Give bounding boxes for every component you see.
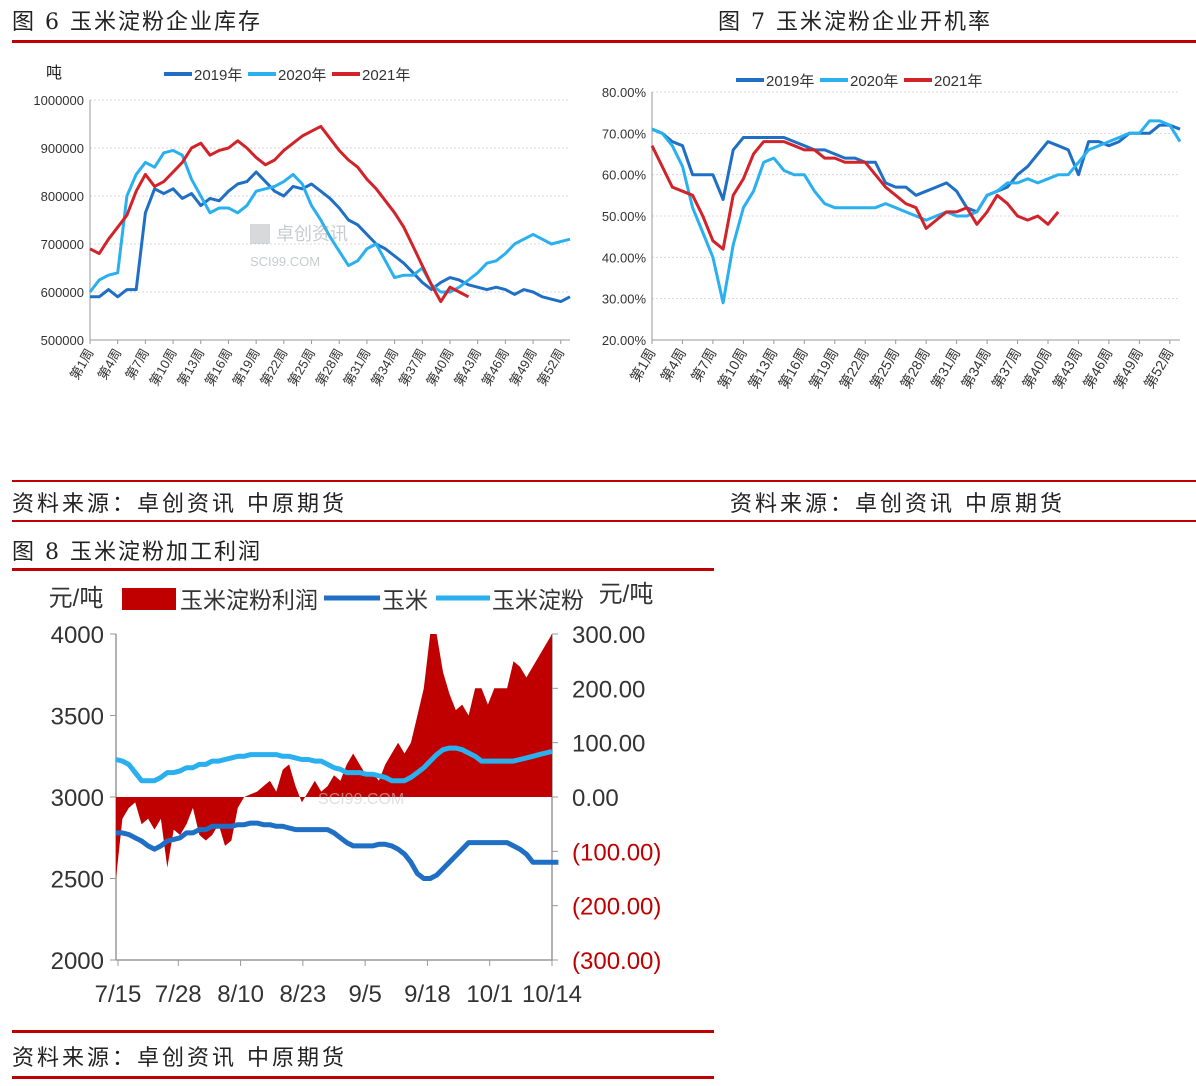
legend-label: 2020年 <box>850 73 898 90</box>
figure7-title: 图 7 玉米淀粉企业开机率 <box>718 10 992 35</box>
series-line-2019年 <box>651 123 1181 214</box>
figure8-title: 图 8 玉米淀粉加工利润 <box>12 540 262 565</box>
x-tick-label: 第4周 <box>95 346 125 382</box>
x-tick-label: 第7周 <box>122 346 152 382</box>
x-tick-label: 第46周 <box>1080 346 1116 392</box>
y-tick-label: 80.00% <box>602 85 647 100</box>
legend-label-corn: 玉米 <box>382 587 428 613</box>
y-tick-label-left: 3000 <box>51 785 104 812</box>
x-tick-label: 第34周 <box>958 346 994 392</box>
y-tick-label-left: 3500 <box>51 704 104 731</box>
processing-profit-chart: 4000 3500 3000 2500 2000 300.00 200.00 100.00 0.… <box>49 581 662 1008</box>
figure8-source: 资料来源：卓创资讯 中原期货 <box>12 1046 347 1071</box>
x-tick-label: 7/28 <box>155 981 202 1008</box>
x-tick-label: 第25周 <box>867 346 903 392</box>
top-divider <box>12 40 1196 43</box>
legend-label: 2020年 <box>278 67 326 84</box>
x-tick-label: 第43周 <box>1049 346 1085 392</box>
figure8-bottom-divider <box>12 1076 714 1079</box>
x-tick-label: 第49周 <box>1110 346 1146 392</box>
y-tick-label: 800000 <box>41 189 84 204</box>
x-tick-label: 第1周 <box>627 346 659 385</box>
x-tick-label: 第52周 <box>534 346 567 389</box>
source-bottom-divider <box>12 520 1196 522</box>
x-tick-label: 10/14 <box>522 981 582 1008</box>
figure6-title: 图 6 玉米淀粉企业库存 <box>12 10 262 35</box>
y-tick-label: 50.00% <box>602 209 647 224</box>
series-line-2020年 <box>88 148 571 294</box>
y-tick-label: 700000 <box>41 237 84 252</box>
y-tick-label: 70.00% <box>602 126 647 141</box>
series-line-2020年 <box>651 119 1182 305</box>
x-tick-label: 8/10 <box>217 981 264 1008</box>
y-tick-label-right: 0.00 <box>572 785 619 812</box>
figure7-source: 资料来源：卓创资讯 中原期货 <box>730 492 1065 517</box>
x-tick-label: 第28周 <box>897 346 933 392</box>
legend-label-profit: 玉米淀粉利润 <box>180 587 318 613</box>
y-tick-label-left: 2000 <box>51 948 104 975</box>
legend-label: 2021年 <box>362 67 410 84</box>
series-line-玉米淀粉 <box>115 745 553 784</box>
x-tick-label: 9/18 <box>404 981 451 1008</box>
y-tick-label-right: (100.00) <box>572 839 661 866</box>
legend-swatch-profit <box>122 588 176 610</box>
y-tick-label-right: (200.00) <box>572 894 661 921</box>
y-tick-label: 20.00% <box>602 333 647 348</box>
y-tick-label-right: 200.00 <box>572 676 645 703</box>
y-tick-label-left: 2500 <box>51 867 104 894</box>
series-line-2021年 <box>650 140 1060 251</box>
y-tick-label-right: 100.00 <box>572 731 645 758</box>
y-tick-label: 600000 <box>41 285 84 300</box>
x-tick-label: 第10周 <box>714 346 750 392</box>
inventory-chart: 1000000 900000 800000 700000 600000 500000第1周… <box>33 64 571 389</box>
y-tick-label-right: (300.00) <box>572 948 661 975</box>
watermark-brand: 卓创资讯 <box>276 224 348 244</box>
x-tick-label: 第16周 <box>775 346 811 392</box>
y-axis-label-right: 元/吨 <box>599 581 654 608</box>
y-axis-label-left: 元/吨 <box>49 585 104 612</box>
y-tick-label: 1000000 <box>33 93 84 108</box>
x-tick-label: 第37周 <box>988 346 1024 392</box>
x-tick-label: 9/5 <box>348 981 381 1008</box>
legend-label: 2021年 <box>934 73 982 90</box>
figure6-source: 资料来源：卓创资讯 中原期货 <box>12 492 347 517</box>
x-tick-label: 第13周 <box>745 346 781 392</box>
x-tick-label: 第31周 <box>928 346 964 392</box>
x-tick-label: 第40周 <box>1019 346 1055 392</box>
x-tick-label: 第19周 <box>806 346 842 392</box>
y-tick-label: 40.00% <box>602 250 647 265</box>
series-line-2019年 <box>90 170 571 304</box>
x-tick-label: 第22周 <box>836 346 872 392</box>
figure8-mid-divider <box>12 1030 714 1033</box>
x-tick-label: 8/23 <box>279 981 326 1008</box>
y-tick-label: 900000 <box>41 141 84 156</box>
source-top-divider <box>12 480 1196 482</box>
y-tick-label: 500000 <box>41 333 84 348</box>
series-line-2021年 <box>89 124 470 304</box>
legend-label: 2019年 <box>766 73 814 90</box>
x-tick-label: 第52周 <box>1141 346 1177 392</box>
x-tick-label: 第4周 <box>657 346 689 385</box>
y-tick-label-right: 300.00 <box>572 622 645 649</box>
y-tick-label: 60.00% <box>602 168 647 183</box>
operating-rate-chart: 80.00% 70.00% 60.00% 50.00% 40.00% 30.00% 20.0… <box>602 73 1182 392</box>
x-tick-label: 第1周 <box>67 346 97 382</box>
x-tick-label: 7/15 <box>95 981 142 1008</box>
y-tick-label: 30.00% <box>602 292 647 307</box>
x-tick-label: 第7周 <box>688 346 720 385</box>
watermark-logo <box>250 224 270 244</box>
y-tick-label-left: 4000 <box>51 622 104 649</box>
figure8-top-divider <box>12 568 714 571</box>
legend-label-starch: 玉米淀粉 <box>492 587 584 613</box>
legend-label: 2019年 <box>194 67 242 84</box>
x-tick-label: 10/1 <box>466 981 513 1008</box>
watermark-url: SCI99.COM <box>250 254 320 269</box>
watermark-url: SCI99.COM <box>318 791 404 808</box>
y-axis-label: 吨 <box>46 64 62 82</box>
series-area-profit <box>116 634 552 879</box>
series-line-玉米 <box>116 820 559 881</box>
